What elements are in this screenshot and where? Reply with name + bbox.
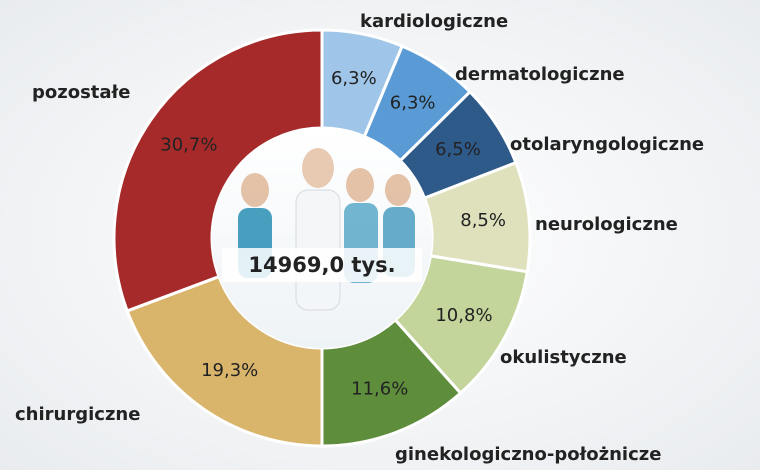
value-label: 6,5% [435, 139, 481, 160]
category-label: ginekologiczno-położnicze [395, 444, 661, 465]
value-label: 6,3% [331, 68, 377, 89]
value-label: 19,3% [201, 360, 258, 381]
value-label: 8,5% [460, 210, 506, 231]
value-label: 30,7% [160, 135, 217, 156]
value-label: 10,8% [435, 305, 492, 326]
category-label: okulistyczne [500, 347, 627, 368]
category-label: pozostałe [32, 82, 130, 103]
value-label: 6,3% [390, 93, 436, 114]
category-label: otolaryngologiczne [510, 134, 704, 155]
center-label-box [222, 248, 422, 282]
category-label: chirurgiczne [15, 404, 140, 425]
category-label: neurologiczne [535, 214, 678, 235]
category-label: kardiologiczne [360, 11, 508, 32]
center-label: 14969,0 tys. [248, 253, 395, 277]
category-label: dermatologiczne [455, 64, 625, 85]
value-label: 11,6% [351, 378, 408, 399]
